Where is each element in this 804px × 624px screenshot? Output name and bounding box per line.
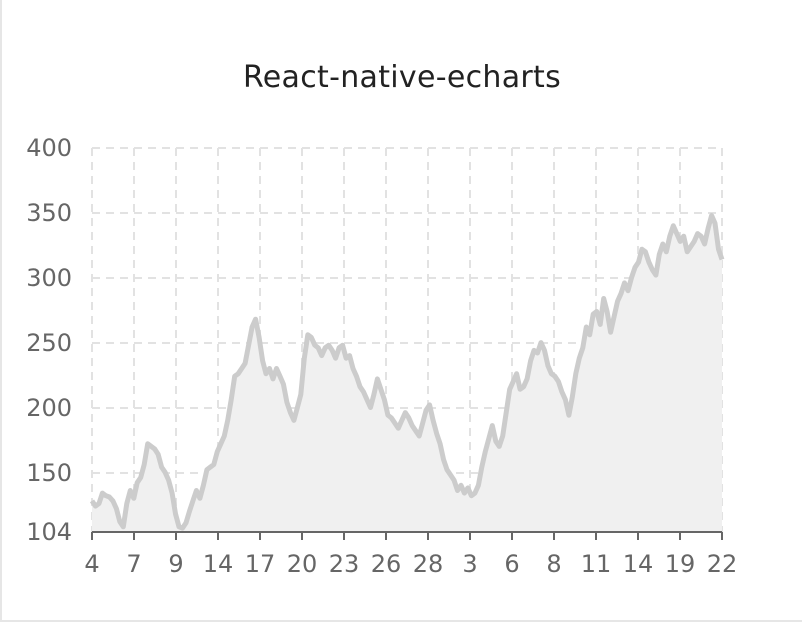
x-tick-label: 7 xyxy=(126,550,141,578)
y-tick-label: 150 xyxy=(26,459,72,487)
x-tick-label: 19 xyxy=(665,550,696,578)
y-tick-label: 104 xyxy=(26,518,72,546)
chart-title: React-native-echarts xyxy=(242,60,562,95)
area-fill xyxy=(92,215,722,532)
x-tick-label: 3 xyxy=(462,550,477,578)
x-tick-label: 28 xyxy=(413,550,444,578)
y-tick-label: 300 xyxy=(26,264,72,292)
x-tick-label: 26 xyxy=(371,550,402,578)
x-tick-label: 17 xyxy=(245,550,276,578)
area-layer xyxy=(89,213,725,532)
x-tick-label: 23 xyxy=(329,550,360,578)
y-tick-label: 350 xyxy=(26,199,72,227)
y-tick-label: 400 xyxy=(26,134,72,162)
x-axis-labels: 4 7 9 14 17 20 23 26 28 3 6 8 11 14 19 22 xyxy=(84,550,737,578)
x-tick-label: 20 xyxy=(287,550,318,578)
x-tick-label: 14 xyxy=(623,550,654,578)
axes xyxy=(91,531,723,540)
y-tick-label: 250 xyxy=(26,329,72,357)
y-axis-labels: 400 350 300 250 200 150 104 xyxy=(26,134,72,546)
x-tick-label: 8 xyxy=(546,550,561,578)
grid-lines xyxy=(91,147,723,532)
x-tick-label: 9 xyxy=(168,550,183,578)
series-line xyxy=(89,213,725,531)
x-tick-label: 14 xyxy=(203,550,234,578)
x-tick-label: 6 xyxy=(504,550,519,578)
x-tick-label: 4 xyxy=(84,550,99,578)
y-tick-label: 200 xyxy=(26,394,72,422)
x-tick-label: 22 xyxy=(707,550,738,578)
x-tick-label: 11 xyxy=(581,550,612,578)
